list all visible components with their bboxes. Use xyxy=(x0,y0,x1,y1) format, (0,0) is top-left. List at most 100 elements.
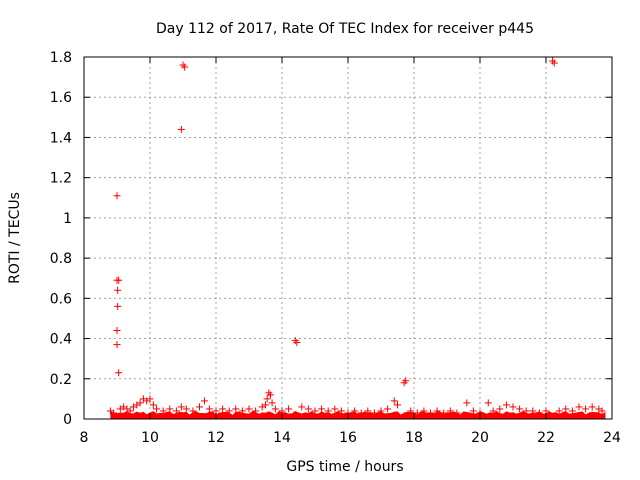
data-point xyxy=(262,401,269,409)
data-point xyxy=(298,403,306,411)
data-point xyxy=(189,407,197,415)
y-tick-label: 1.8 xyxy=(50,50,72,66)
data-point xyxy=(582,405,590,413)
data-point xyxy=(177,125,185,133)
y-tick-label: 0.8 xyxy=(50,251,72,267)
data-point xyxy=(172,407,180,415)
data-point xyxy=(113,341,121,349)
x-tick-label: 12 xyxy=(207,430,225,446)
data-point xyxy=(113,192,121,200)
chart-title: Day 112 of 2017, Rate Of TEC Index for r… xyxy=(156,21,534,37)
grid-lines xyxy=(84,57,612,419)
data-point xyxy=(598,407,606,415)
data-point xyxy=(196,403,203,411)
data-point xyxy=(304,405,312,413)
data-point xyxy=(136,399,144,407)
data-point xyxy=(200,397,208,405)
data-point xyxy=(402,377,410,385)
y-tick-label: 0.6 xyxy=(50,291,72,307)
data-point xyxy=(502,401,510,409)
data-point xyxy=(384,405,392,413)
data-point xyxy=(413,409,421,417)
x-tick-label: 14 xyxy=(273,430,291,446)
x-tick-label: 18 xyxy=(405,430,423,446)
data-point xyxy=(166,405,174,413)
data-point xyxy=(159,407,167,415)
data-point xyxy=(182,405,190,413)
data-point xyxy=(568,407,576,415)
y-tick-label: 0.2 xyxy=(50,372,72,388)
data-point xyxy=(555,407,563,415)
data-point xyxy=(311,407,319,415)
y-tick-label: 0 xyxy=(63,412,72,428)
data-point xyxy=(377,407,385,415)
data-point xyxy=(285,405,293,413)
data-point xyxy=(427,409,434,417)
x-tick-label: 10 xyxy=(141,430,159,446)
data-point xyxy=(496,405,504,413)
data-point xyxy=(268,399,276,407)
x-axis-ticks: 8 10 12 14 16 18 20 22 24 xyxy=(80,57,621,446)
data-point xyxy=(293,339,301,347)
data-point xyxy=(529,407,537,415)
y-tick-label: 1.2 xyxy=(50,171,72,187)
data-point xyxy=(550,59,558,67)
y-axis-ticks: 0 0.2 0.4 0.6 0.8 1 1.2 1.4 1.6 1.8 xyxy=(50,50,612,428)
y-tick-label: 1.4 xyxy=(50,130,72,146)
data-point xyxy=(440,409,448,417)
data-point xyxy=(263,395,271,403)
data-point xyxy=(407,407,415,415)
data-point xyxy=(153,405,161,413)
data-points xyxy=(106,57,606,417)
x-tick-label: 24 xyxy=(603,430,621,446)
data-point xyxy=(516,405,524,413)
x-tick-label: 16 xyxy=(339,430,357,446)
data-point xyxy=(331,405,339,413)
y-axis-label: ROTI / TECUs xyxy=(7,192,23,284)
data-point xyxy=(469,407,477,415)
data-point xyxy=(337,407,345,415)
data-point xyxy=(115,276,123,284)
data-point xyxy=(453,409,461,417)
data-point xyxy=(351,407,359,415)
data-point xyxy=(484,399,492,407)
data-point xyxy=(126,407,134,415)
y-tick-label: 0.4 xyxy=(50,332,72,348)
data-point xyxy=(149,401,157,409)
data-point xyxy=(318,405,326,413)
data-point xyxy=(588,403,596,411)
data-point xyxy=(115,369,123,377)
data-point xyxy=(225,407,233,415)
data-point xyxy=(535,409,543,417)
data-point xyxy=(252,407,260,415)
data-point xyxy=(509,403,517,411)
data-point xyxy=(219,405,227,413)
data-point xyxy=(266,391,274,399)
data-point xyxy=(205,405,213,413)
data-point xyxy=(238,407,246,415)
data-point xyxy=(370,409,378,417)
data-point xyxy=(357,409,365,417)
data-point xyxy=(114,302,122,310)
data-point xyxy=(364,407,372,415)
data-point xyxy=(114,286,122,294)
data-point xyxy=(245,405,253,413)
noise-band-fill xyxy=(110,411,606,419)
data-point xyxy=(522,407,530,415)
data-point xyxy=(181,63,189,71)
data-point xyxy=(177,403,185,411)
data-point xyxy=(463,399,471,407)
y-tick-label: 1 xyxy=(63,211,72,227)
data-point xyxy=(575,403,583,411)
x-tick-label: 8 xyxy=(80,430,89,446)
data-point xyxy=(271,405,279,413)
data-point xyxy=(110,409,118,417)
data-point xyxy=(433,407,441,415)
data-point xyxy=(324,407,332,415)
data-point xyxy=(113,327,121,335)
data-point xyxy=(562,405,570,413)
x-tick-label: 22 xyxy=(537,430,555,446)
data-point xyxy=(446,407,454,415)
data-point xyxy=(420,407,428,415)
